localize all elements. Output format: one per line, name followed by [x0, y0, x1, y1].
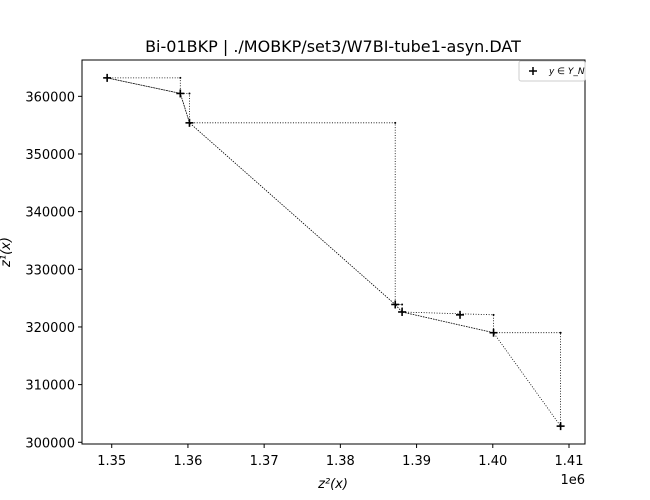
legend: y ∈ Y_N — [518, 60, 586, 82]
x-tick-label: 1.39 — [402, 454, 431, 469]
x-axis-title: z²(x) — [317, 477, 348, 492]
data-point — [398, 307, 407, 316]
data-point — [489, 328, 498, 337]
corner-dot — [559, 331, 562, 334]
x-tick-label: 1.36 — [173, 454, 202, 469]
data-point — [176, 89, 185, 98]
data-point — [185, 118, 194, 127]
y-tick-label: 310000 — [25, 379, 75, 394]
corner-dot — [179, 76, 182, 79]
data-point — [556, 422, 565, 431]
y-axis: 300000 310000 320000 330000 340000 350000 3600… — [25, 90, 82, 451]
y-tick-label: 330000 — [25, 263, 75, 278]
plot-area — [103, 73, 565, 431]
x-axis-offset-label: 1e6 — [560, 473, 585, 488]
data-point — [103, 73, 112, 82]
legend-marker-plus-icon — [529, 67, 537, 75]
corner-dot — [401, 303, 404, 306]
x-tick-label: 1.37 — [250, 454, 279, 469]
x-tick-label: 1.40 — [478, 454, 507, 469]
y-tick-label: 320000 — [25, 321, 75, 336]
x-tick-label: 1.35 — [97, 454, 126, 469]
x-tick-label: 1.38 — [326, 454, 355, 469]
chart-title: Bi-01BKP | ./MOBKP/set3/W7BI-tube1-asyn.… — [145, 37, 521, 56]
y-tick-label: 340000 — [25, 206, 75, 221]
corner-dot — [394, 121, 397, 124]
data-point — [391, 300, 400, 309]
data-point — [456, 310, 465, 319]
connector-line — [107, 77, 561, 428]
plot-frame — [81, 59, 586, 445]
legend-box — [518, 60, 586, 82]
y-tick-label: 360000 — [25, 90, 75, 105]
corner-dot — [188, 92, 191, 95]
legend-label: y ∈ Y_N — [548, 67, 585, 77]
x-tick-label: 1.41 — [555, 454, 584, 469]
x-axis: 1.35 1.36 1.37 1.38 1.39 1.40 1.41 — [97, 444, 583, 469]
y-tick-label: 300000 — [25, 436, 75, 451]
corner-dot — [492, 313, 495, 316]
y-tick-label: 350000 — [25, 148, 75, 163]
y-axis-title: z¹(x) — [0, 237, 14, 268]
